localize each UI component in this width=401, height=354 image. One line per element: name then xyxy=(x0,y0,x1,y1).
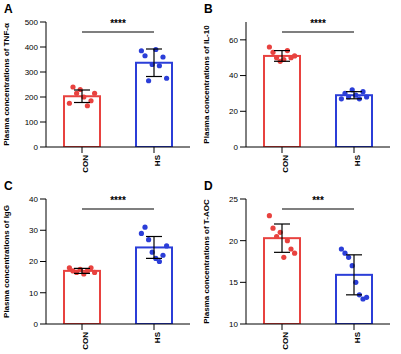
svg-text:HS: HS xyxy=(353,154,362,166)
html-text:C: C xyxy=(4,179,13,193)
svg-text:20: 20 xyxy=(229,107,238,116)
svg-text:0: 0 xyxy=(34,320,39,329)
svg-text:300: 300 xyxy=(25,68,39,77)
svg-text:20: 20 xyxy=(229,237,238,246)
svg-text:Plasma concentrations of T-AOC: Plasma concentrations of T-AOC xyxy=(202,199,211,324)
svg-text:200: 200 xyxy=(25,93,39,102)
svg-text:400: 400 xyxy=(25,43,39,52)
svg-text:CON: CON xyxy=(81,332,90,350)
svg-text:20: 20 xyxy=(29,257,38,266)
svg-text:10: 10 xyxy=(229,320,238,329)
html-text:D: D xyxy=(204,179,213,193)
svg-text:25: 25 xyxy=(229,195,238,204)
svg-text:100: 100 xyxy=(25,118,39,127)
svg-text:HS: HS xyxy=(153,331,162,343)
svg-text:30: 30 xyxy=(29,226,38,235)
svg-text:****: **** xyxy=(110,18,126,29)
svg-text:Plasma concentrations of IgG: Plasma concentrations of IgG xyxy=(8,205,11,318)
svg-text:10: 10 xyxy=(29,289,38,298)
html-text:A: A xyxy=(4,2,13,16)
html-text:B: B xyxy=(204,2,213,16)
svg-text:****: **** xyxy=(110,195,126,206)
svg-text:40: 40 xyxy=(29,195,38,204)
svg-text:60: 60 xyxy=(229,36,238,45)
svg-text:0: 0 xyxy=(234,143,239,152)
svg-text:40: 40 xyxy=(229,71,238,80)
svg-text:15: 15 xyxy=(229,278,238,287)
svg-text:0: 0 xyxy=(34,143,39,152)
svg-text:CON: CON xyxy=(81,155,90,173)
svg-text:HS: HS xyxy=(153,154,162,166)
svg-text:****: **** xyxy=(310,18,326,29)
svg-text:Plasma concentrations of IL-10: Plasma concentrations of IL-10 xyxy=(202,25,211,144)
svg-text:HS: HS xyxy=(353,331,362,343)
svg-text:CON: CON xyxy=(281,155,290,173)
svg-text:Plasma concentrations of TNF-α: Plasma concentrations of TNF-α xyxy=(8,23,11,146)
svg-text:***: *** xyxy=(312,195,324,206)
svg-text:500: 500 xyxy=(25,18,39,27)
svg-text:CON: CON xyxy=(281,332,290,350)
